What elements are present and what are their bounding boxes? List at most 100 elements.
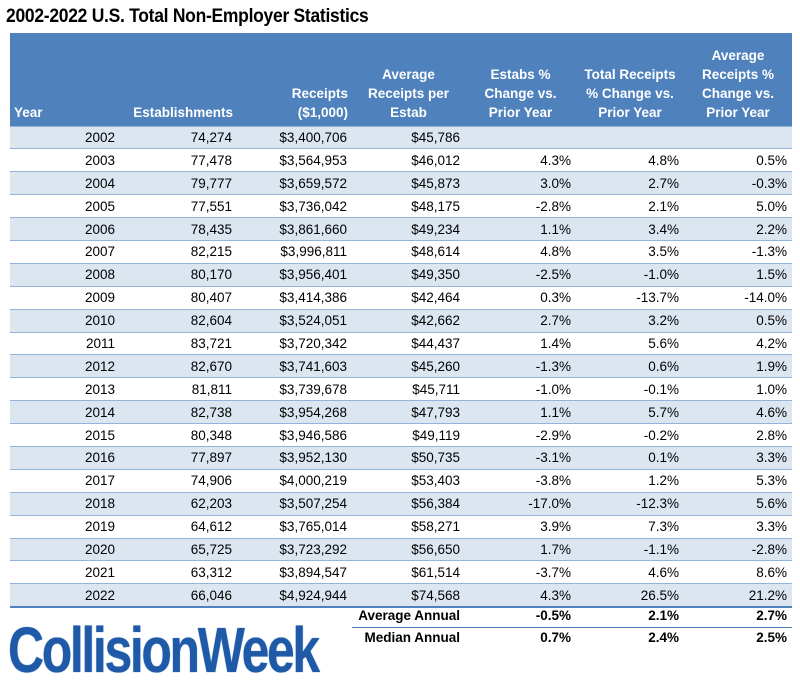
- cell-total-receipts-change: 2.7%: [576, 171, 684, 196]
- summary-average-row: Average Annual -0.5% 2.1% 2.7%: [10, 605, 792, 628]
- cell-average-receipts: $49,350: [352, 262, 465, 287]
- summary-median-row: Median Annual 0.7% 2.4% 2.5%: [10, 627, 792, 649]
- table-row: 2012 82,670 $3,741,603 $45,260 -1.3% 0.6% 1.9%: [10, 354, 792, 379]
- table-row: 2010 82,604 $3,524,051 $42,662 2.7% 3.2% 0.5%: [10, 308, 792, 333]
- cell-average-receipts-change: 1.0%: [684, 377, 792, 402]
- cell-average-receipts-change: 5.3%: [684, 468, 792, 493]
- cell-year: 2010: [10, 308, 120, 333]
- table-row: 2017 74,906 $4,000,219 $53,403 -3.8% 1.2% 5.3%: [10, 468, 792, 493]
- cell-total-receipts-change: 26.5%: [576, 583, 684, 608]
- cell-average-receipts-change: 5.0%: [684, 194, 792, 219]
- header-average-receipts: Average Receipts per Estab: [352, 33, 465, 126]
- cell-estabs-change: 1.1%: [465, 217, 576, 241]
- cell-average-receipts-change: 5.6%: [684, 491, 792, 516]
- cell-establishments: 65,725: [120, 537, 237, 562]
- table-row: 2013 81,811 $3,739,678 $45,711 -1.0% -0.1% 1.0…: [10, 377, 792, 402]
- collisionweek-logo: CollisionWeek: [8, 614, 320, 686]
- cell-average-receipts-change: 4.2%: [684, 331, 792, 356]
- cell-total-receipts-change: -0.2%: [576, 423, 684, 447]
- header-total-receipts-change: Total Receipts % Change vs. Prior Year: [576, 33, 684, 126]
- summary-divider: [352, 627, 792, 628]
- cell-year: 2004: [10, 171, 120, 196]
- cell-total-receipts-change: [576, 125, 684, 150]
- cell-establishments: 79,777: [120, 171, 237, 196]
- cell-establishments: 80,170: [120, 262, 237, 287]
- cell-estabs-change: 1.4%: [465, 331, 576, 356]
- summary-average-avg-receipts: 2.7%: [756, 608, 787, 623]
- table-row: 2016 77,897 $3,952,130 $50,735 -3.1% 0.1% 3.3%: [10, 445, 792, 470]
- table-header-row: Year Establishments Receipts ($1,000) Av…: [10, 33, 792, 126]
- cell-total-receipts-change: -13.7%: [576, 285, 684, 310]
- cell-establishments: 78,435: [120, 217, 237, 241]
- summary-block: Average Annual -0.5% 2.1% 2.7% Median An…: [10, 605, 792, 649]
- cell-year: 2018: [10, 491, 120, 516]
- cell-receipts: $3,996,811: [237, 239, 352, 264]
- cell-receipts: $3,507,254: [237, 491, 352, 516]
- cell-year: 2020: [10, 537, 120, 562]
- cell-year: 2022: [10, 583, 120, 608]
- cell-average-receipts: $56,650: [352, 537, 465, 562]
- summary-median-avg-receipts: 2.5%: [756, 630, 787, 645]
- cell-establishments: 82,215: [120, 239, 237, 264]
- cell-establishments: 66,046: [120, 583, 237, 608]
- cell-year: 2016: [10, 445, 120, 470]
- cell-estabs-change: 4.3%: [465, 583, 576, 608]
- cell-receipts: $3,659,572: [237, 171, 352, 196]
- cell-average-receipts: $74,568: [352, 583, 465, 608]
- cell-total-receipts-change: -12.3%: [576, 491, 684, 516]
- cell-estabs-change: 3.0%: [465, 171, 576, 196]
- cell-year: 2002: [10, 125, 120, 150]
- summary-average-label: Average Annual: [358, 608, 460, 623]
- table-row: 2018 62,203 $3,507,254 $56,384 -17.0% -12.3% 5…: [10, 491, 792, 516]
- cell-average-receipts-change: 1.9%: [684, 354, 792, 379]
- table-row: 2019 64,612 $3,765,014 $58,271 3.9% 7.3% 3.3%: [10, 514, 792, 539]
- cell-receipts: $3,946,586: [237, 423, 352, 447]
- table-row: 2015 80,348 $3,946,586 $49,119 -2.9% -0.2% 2.8…: [10, 423, 792, 447]
- header-establishments: Establishments: [120, 33, 237, 126]
- cell-receipts: $3,400,706: [237, 125, 352, 150]
- cell-total-receipts-change: 1.2%: [576, 468, 684, 493]
- cell-receipts: $4,000,219: [237, 468, 352, 493]
- cell-estabs-change: -2.8%: [465, 194, 576, 219]
- table-row: 2007 82,215 $3,996,811 $48,614 4.8% 3.5% -1.3%: [10, 239, 792, 264]
- cell-establishments: 80,407: [120, 285, 237, 310]
- cell-establishments: 74,906: [120, 468, 237, 493]
- cell-establishments: 80,348: [120, 423, 237, 447]
- cell-average-receipts-change: 1.5%: [684, 262, 792, 287]
- cell-establishments: 81,811: [120, 377, 237, 402]
- cell-receipts: $3,720,342: [237, 331, 352, 356]
- cell-establishments: 62,203: [120, 491, 237, 516]
- cell-estabs-change: 3.9%: [465, 514, 576, 539]
- cell-total-receipts-change: 3.5%: [576, 239, 684, 264]
- cell-receipts: $3,861,660: [237, 217, 352, 241]
- cell-estabs-change: 1.7%: [465, 537, 576, 562]
- table-row: 2011 83,721 $3,720,342 $44,437 1.4% 5.6% 4.2%: [10, 331, 792, 356]
- table-row: 2004 79,777 $3,659,572 $45,873 3.0% 2.7% -0.3%: [10, 171, 792, 196]
- cell-estabs-change: -17.0%: [465, 491, 576, 516]
- cell-estabs-change: 1.1%: [465, 400, 576, 425]
- cell-estabs-change: -1.0%: [465, 377, 576, 402]
- cell-receipts: $3,524,051: [237, 308, 352, 333]
- cell-estabs-change: -3.1%: [465, 445, 576, 470]
- cell-average-receipts-change: 0.5%: [684, 148, 792, 173]
- cell-year: 2003: [10, 148, 120, 173]
- cell-average-receipts: $48,614: [352, 239, 465, 264]
- header-average-receipts-change: Average Receipts % Change vs. Prior Year: [684, 33, 792, 126]
- cell-average-receipts: $58,271: [352, 514, 465, 539]
- cell-year: 2014: [10, 400, 120, 425]
- summary-median-estabs: 0.7%: [540, 630, 571, 645]
- cell-total-receipts-change: -0.1%: [576, 377, 684, 402]
- cell-average-receipts: $45,786: [352, 125, 465, 150]
- cell-year: 2005: [10, 194, 120, 219]
- cell-estabs-change: 2.7%: [465, 308, 576, 333]
- table-row: 2002 74,274 $3,400,706 $45,786: [10, 125, 792, 150]
- cell-establishments: 82,738: [120, 400, 237, 425]
- cell-receipts: $4,924,944: [237, 583, 352, 608]
- cell-total-receipts-change: 7.3%: [576, 514, 684, 539]
- cell-receipts: $3,954,268: [237, 400, 352, 425]
- table-row: 2014 82,738 $3,954,268 $47,793 1.1% 5.7% 4.6%: [10, 400, 792, 425]
- header-year: Year: [10, 33, 120, 126]
- cell-estabs-change: 4.8%: [465, 239, 576, 264]
- cell-year: 2007: [10, 239, 120, 264]
- cell-year: 2008: [10, 262, 120, 287]
